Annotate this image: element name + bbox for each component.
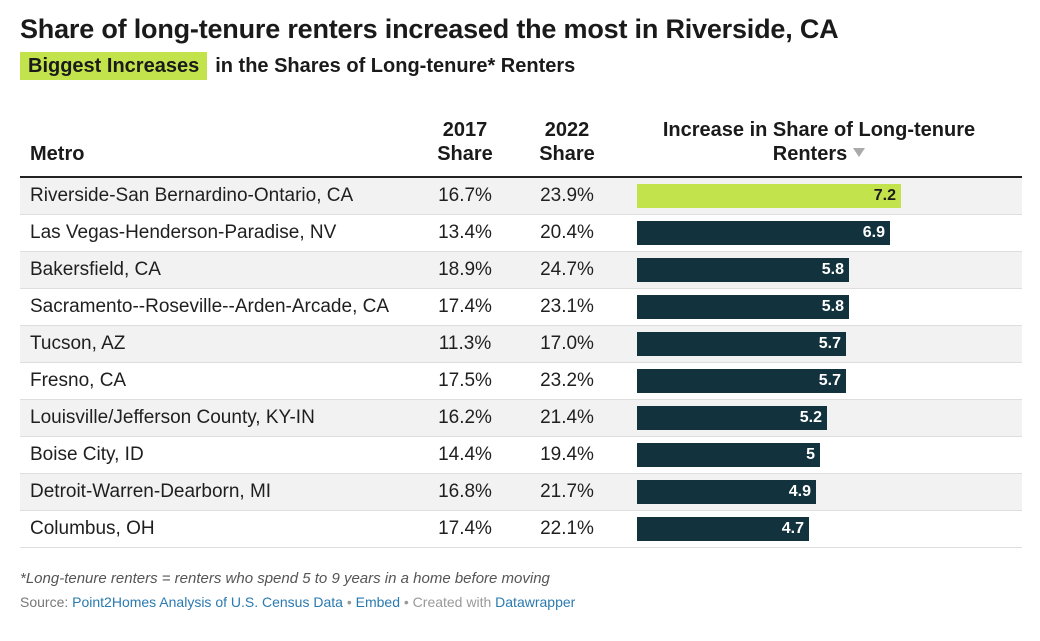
source-line: Source: Point2Homes Analysis of U.S. Cen… xyxy=(20,594,575,610)
bar-value-label: 6.9 xyxy=(862,224,885,241)
bar-track: 6.9 xyxy=(637,221,1003,245)
bar-value-label: 5.7 xyxy=(818,372,841,389)
chart-subtitle: Biggest Increases in the Shares of Long-… xyxy=(20,52,575,80)
subtitle-highlight: Biggest Increases xyxy=(20,52,208,80)
increase-bar: 5.2 xyxy=(637,406,827,430)
bar-track: 5.2 xyxy=(637,406,1003,430)
increase-bar: 4.9 xyxy=(637,480,816,504)
share-2017-cell: 17.4% xyxy=(438,296,492,317)
header-increase[interactable]: Increase in Share of Long-tenure Renters xyxy=(636,118,1002,166)
bar-value-label: 5 xyxy=(806,446,815,463)
table-row: Louisville/Jefferson County, KY-IN 16.2% 2… xyxy=(20,400,1022,437)
subtitle-text: in the Shares of Long-tenure* Renters xyxy=(215,54,576,77)
source-link[interactable]: Point2Homes Analysis of U.S. Census Data xyxy=(72,594,343,610)
share-2017-cell: 17.5% xyxy=(438,370,492,391)
sort-descending-icon[interactable] xyxy=(853,148,866,157)
created-with-text: • Created with xyxy=(399,594,496,610)
table-row: Fresno, CA 17.5% 23.2% 5.7 xyxy=(20,363,1022,400)
metro-cell: Detroit-Warren-Dearborn, MI xyxy=(30,481,272,502)
bar-value-label: 5.2 xyxy=(799,409,822,426)
metro-cell: Las Vegas-Henderson-Paradise, NV xyxy=(30,222,337,243)
share-2022-cell: 24.7% xyxy=(540,259,594,280)
increase-bar: 5.8 xyxy=(637,258,849,282)
increase-bar: 5.7 xyxy=(637,332,846,356)
metro-cell: Boise City, ID xyxy=(30,444,144,465)
header-2022-share-line2: Share xyxy=(539,143,595,165)
share-2022-cell: 17.0% xyxy=(540,333,594,354)
embed-link[interactable]: Embed xyxy=(355,594,400,610)
bar-track: 5.7 xyxy=(637,332,1003,356)
share-2017-cell: 14.4% xyxy=(438,444,492,465)
increase-bar: 5.8 xyxy=(637,295,849,319)
bar-track: 4.7 xyxy=(637,517,1003,541)
increase-bar: 5 xyxy=(637,443,820,467)
share-2022-cell: 23.2% xyxy=(540,370,594,391)
table-row: Sacramento--Roseville--Arden-Arcade, CA 1… xyxy=(20,289,1022,326)
share-2022-cell: 19.4% xyxy=(540,444,594,465)
header-2022-share-line1: 2022 xyxy=(544,119,590,141)
share-2017-cell: 13.4% xyxy=(438,222,492,243)
table-row: Tucson, AZ 11.3% 17.0% 5.7 xyxy=(20,326,1022,363)
chart-title: Share of long-tenure renters increased t… xyxy=(20,14,839,44)
table-row: Bakersfield, CA 18.9% 24.7% 5.8 xyxy=(20,252,1022,289)
bar-value-label: 4.7 xyxy=(781,520,804,537)
metro-cell: Sacramento--Roseville--Arden-Arcade, CA xyxy=(30,296,390,317)
bar-value-label: 5.7 xyxy=(818,335,841,352)
increase-bar: 6.9 xyxy=(637,221,890,245)
table-row: Boise City, ID 14.4% 19.4% 5 xyxy=(20,437,1022,474)
share-2022-cell: 23.1% xyxy=(540,296,594,317)
share-2017-cell: 16.8% xyxy=(438,481,492,502)
share-2022-cell: 22.1% xyxy=(540,518,594,539)
metro-cell: Fresno, CA xyxy=(30,370,127,391)
metro-cell: Bakersfield, CA xyxy=(30,259,161,280)
bar-track: 5.7 xyxy=(637,369,1003,393)
bar-track: 5.8 xyxy=(637,258,1003,282)
share-2022-cell: 21.4% xyxy=(540,407,594,428)
metro-cell: Columbus, OH xyxy=(30,518,155,539)
table-row: Columbus, OH 17.4% 22.1% 4.7 xyxy=(20,511,1022,548)
bar-value-label: 5.8 xyxy=(821,298,844,315)
bar-value-label: 7.2 xyxy=(873,187,896,204)
share-2017-cell: 18.9% xyxy=(438,259,492,280)
footnote: *Long-tenure renters = renters who spend… xyxy=(20,570,550,587)
datawrapper-link[interactable]: Datawrapper xyxy=(495,594,576,610)
table-row: Las Vegas-Henderson-Paradise, NV 13.4% 20.… xyxy=(20,215,1022,252)
header-2022-share[interactable]: 2022 Share xyxy=(532,118,602,166)
bar-track: 5.8 xyxy=(637,295,1003,319)
source-prefix: Source: xyxy=(20,594,73,610)
share-2022-cell: 23.9% xyxy=(540,185,594,206)
metro-cell: Riverside-San Bernardino-Ontario, CA xyxy=(30,185,354,206)
increase-bar: 4.7 xyxy=(637,517,809,541)
table-body: Riverside-San Bernardino-Ontario, CA 16.7… xyxy=(20,178,1022,548)
bar-track: 7.2 xyxy=(637,184,1003,208)
bar-track: 4.9 xyxy=(637,480,1003,504)
share-2017-cell: 16.7% xyxy=(438,185,492,206)
header-increase-line1: Increase in Share of Long-tenure xyxy=(662,119,976,141)
source-separator: • xyxy=(342,594,356,610)
table-row: Riverside-San Bernardino-Ontario, CA 16.7… xyxy=(20,178,1022,215)
header-2017-share[interactable]: 2017 Share xyxy=(430,118,500,166)
increase-bar: 5.7 xyxy=(637,369,846,393)
header-metro[interactable]: Metro xyxy=(30,143,85,165)
bar-track: 5 xyxy=(637,443,1003,467)
header-2017-share-line1: 2017 xyxy=(442,119,488,141)
table-header: Metro 2017 Share 2022 Share Increase in … xyxy=(20,112,1022,178)
share-2022-cell: 21.7% xyxy=(540,481,594,502)
header-increase-line2: Renters xyxy=(772,143,848,165)
metro-cell: Louisville/Jefferson County, KY-IN xyxy=(30,407,315,428)
increase-bar: 7.2 xyxy=(637,184,901,208)
share-2017-cell: 17.4% xyxy=(438,518,492,539)
share-2017-cell: 16.2% xyxy=(438,407,492,428)
table-row: Detroit-Warren-Dearborn, MI 16.8% 21.7% 4.9 xyxy=(20,474,1022,511)
share-2017-cell: 11.3% xyxy=(438,333,492,354)
metro-cell: Tucson, AZ xyxy=(30,333,126,354)
header-2017-share-line2: Share xyxy=(437,143,493,165)
bar-value-label: 5.8 xyxy=(821,261,844,278)
data-table: Metro 2017 Share 2022 Share Increase in … xyxy=(20,112,1022,548)
bar-value-label: 4.9 xyxy=(788,483,811,500)
share-2022-cell: 20.4% xyxy=(540,222,594,243)
